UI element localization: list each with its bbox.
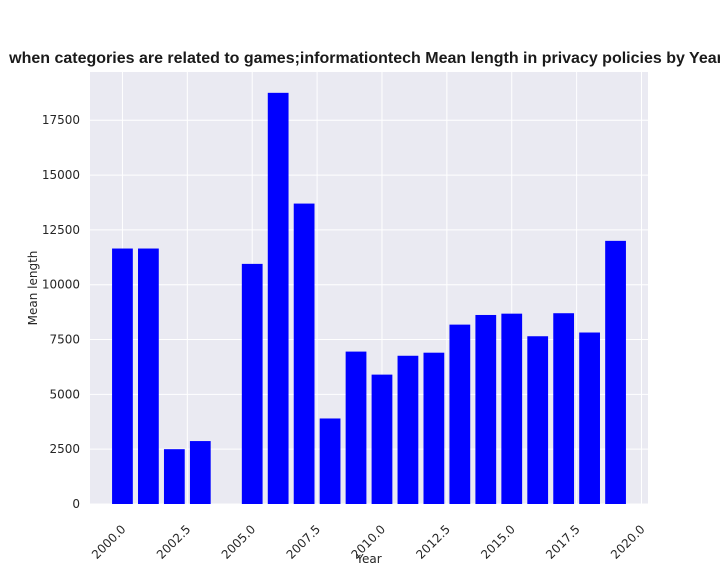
bar [319,418,341,504]
y-tick-label: 5000 [49,387,80,401]
bar [345,351,367,504]
x-axis-label: Year [355,552,381,566]
y-tick-label: 2500 [49,442,80,456]
y-axis-ticks: 0 2500 5000 7500 10000 12500 15000 17500 [42,113,80,511]
bar [189,441,211,504]
y-tick-label: 17500 [42,113,80,127]
x-tick-label: 2012.5 [413,522,453,562]
y-axis-label: Mean length [26,251,40,326]
bar [112,248,133,504]
x-tick-label: 2007.5 [284,522,324,562]
bar [449,324,471,504]
y-tick-label: 7500 [49,333,80,347]
bar [605,240,626,505]
bar [527,336,549,504]
bar [241,263,263,504]
y-tick-label: 0 [72,497,80,511]
y-tick-label: 12500 [42,223,80,237]
bar [138,248,159,504]
bar [371,374,393,504]
bars [112,92,626,505]
bar [475,314,497,504]
bar [423,352,445,504]
bar [163,449,185,504]
bar [579,332,600,504]
x-tick-label: 2015.0 [478,522,518,562]
bar [397,355,419,504]
bar [553,313,575,504]
bar [293,203,315,504]
chart-title: when categories are related to games;inf… [8,50,720,67]
y-tick-label: 10000 [42,278,80,292]
x-tick-label: 2017.5 [543,522,583,562]
x-tick-label: 2000.0 [89,522,129,562]
bar [267,92,289,504]
x-tick-label: 2005.0 [219,522,259,562]
x-tick-label: 2002.5 [154,522,194,562]
x-tick-label: 2020.0 [608,522,648,562]
bar [501,313,523,504]
y-tick-label: 15000 [42,168,80,182]
